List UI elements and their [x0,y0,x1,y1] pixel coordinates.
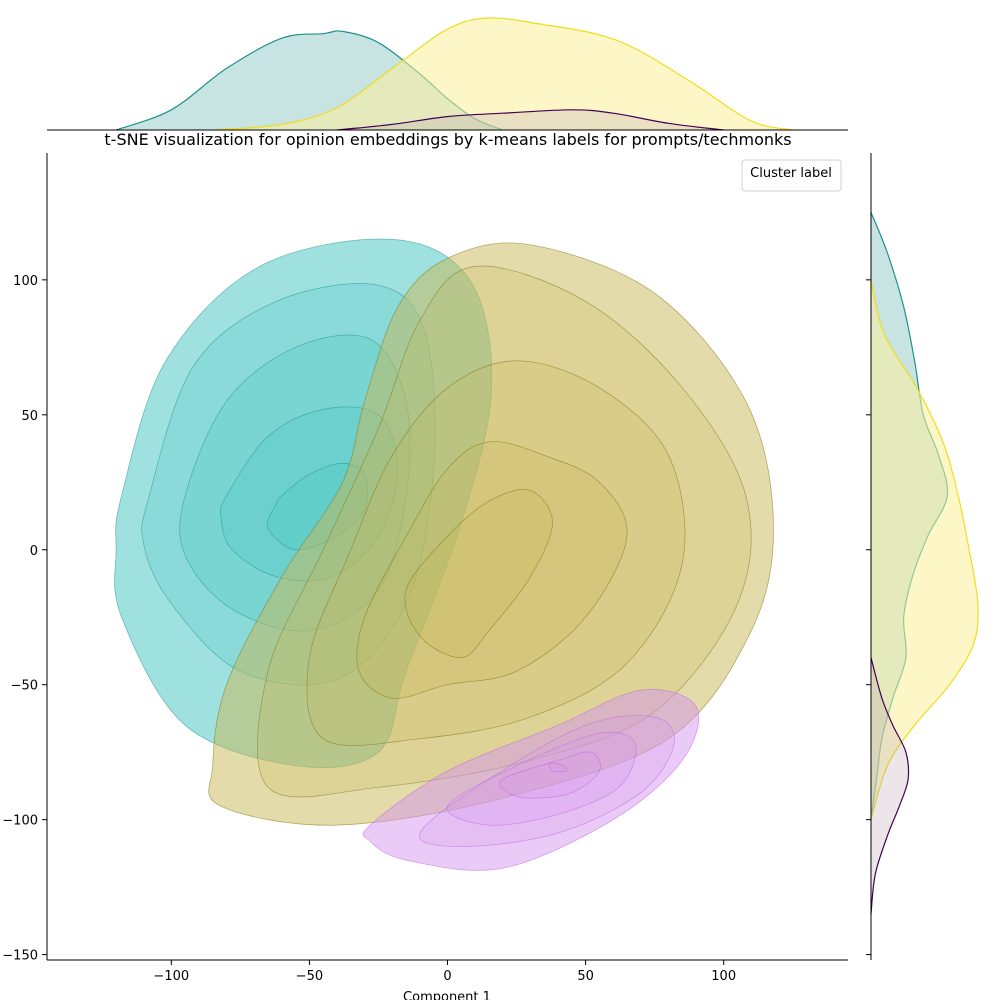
cluster-2-contour-2 [446,731,637,826]
cluster-2-contour-3 [419,715,675,847]
cluster-1-contour-2 [306,360,686,746]
cluster-2-density [362,689,700,871]
cluster-2-contour-1 [499,751,601,799]
top-marginal-density [47,17,848,131]
top-marginal-line-2 [336,109,724,131]
cluster-1-contour-1 [356,441,628,699]
y-tick-label-3: −50 [11,679,38,694]
right-marginal-density [866,153,979,960]
x-tick-label-2: 0 [443,969,451,984]
x-axis-label: Component 1 [403,990,491,1000]
chart-title: t-SNE visualization for opinion embeddin… [104,130,791,149]
main-kde-plot [114,238,774,871]
cluster-1-density [208,242,774,826]
top-marginal-fill-1 [212,17,793,130]
axes: −100 −50 0 50 100 100 50 0 −50 −100 −150 [2,153,848,984]
x-tick-label-3: 50 [577,969,594,984]
y-tick-label-1: 50 [21,409,38,424]
y-tick-label-5: −150 [2,949,38,964]
cluster-1-contour-0 [404,489,553,659]
kde-contours [114,238,774,871]
x-tick-label-1: −50 [296,969,323,984]
cluster-2-contour-0 [548,762,568,773]
cluster-2-contour-4 [362,689,700,871]
y-tick-label-4: −100 [2,814,38,829]
y-tick-label-2: 0 [30,544,38,559]
x-tick-label-0: −100 [153,969,189,984]
y-tick-label-0: 100 [13,274,38,289]
right-marginal-fill-2 [871,657,909,915]
legend-title: Cluster label [750,166,832,181]
right-marginal-line-1 [870,279,979,820]
x-tick-label-4: 100 [711,969,736,984]
right-marginal-line-2 [870,657,910,915]
legend-box [741,159,842,192]
right-marginal-fill-1 [871,279,979,820]
legend: Cluster label [741,159,842,192]
top-marginal-line-1 [212,17,793,131]
top-marginal-fill-2 [337,109,724,130]
